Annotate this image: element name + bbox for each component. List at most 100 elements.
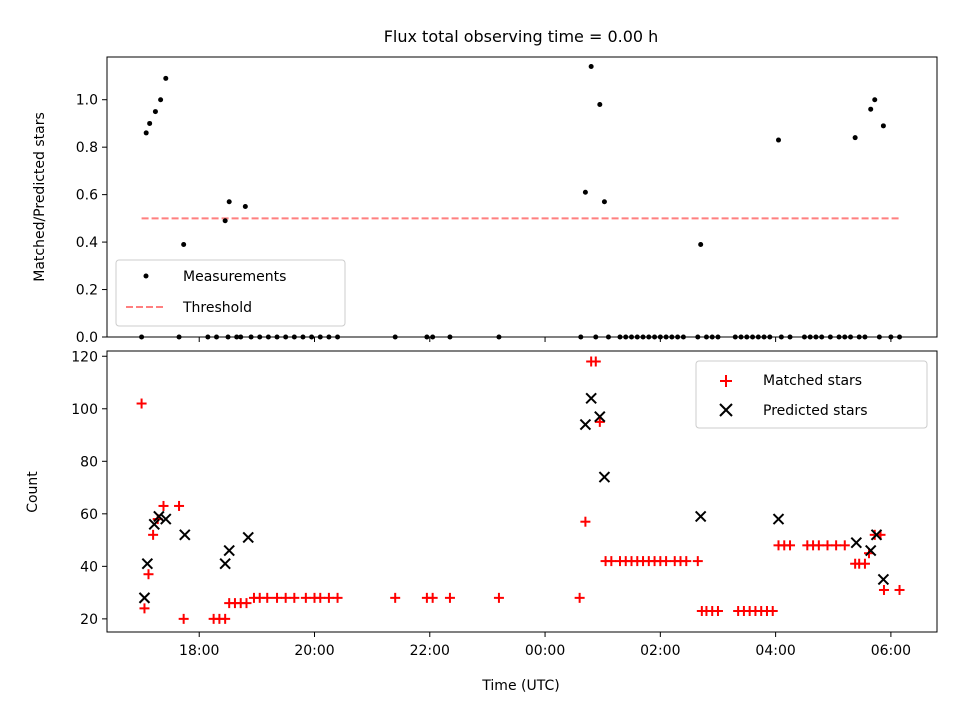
bottom-xtick-label: 18:00 [179, 643, 219, 659]
top-ytick-label: 0.2 [76, 283, 98, 299]
top-axes-frame [106, 56, 938, 338]
predicted-star-point [160, 513, 172, 525]
measurement-point [222, 218, 228, 224]
matched-star-point [590, 356, 601, 367]
measurement-point [629, 334, 635, 340]
measurement-point [158, 97, 164, 103]
legend-threshold-label: Threshold [182, 300, 252, 316]
matched-star-point [136, 398, 147, 409]
matched-star-point [661, 556, 672, 567]
matched-star-point [427, 592, 438, 603]
predicted-star-point [694, 510, 707, 523]
matched-star-point [878, 584, 889, 595]
bottom-ytick-label: 40 [80, 559, 98, 575]
matched-star-point [606, 556, 617, 567]
top-y-axis: 0.0 0.2 0.4 0.6 0.8 1.0 [76, 93, 107, 346]
measurement-point [862, 334, 868, 340]
matched-star-point [220, 613, 231, 624]
measurement-point [143, 130, 149, 136]
measurement-point [872, 97, 878, 103]
matched-star-point [143, 569, 154, 580]
predicted-star-point [242, 531, 254, 544]
measurement-point [597, 101, 603, 107]
matched-star-point [692, 556, 703, 567]
top-ytick-label: 0.4 [76, 235, 98, 251]
measurement-point [176, 334, 182, 340]
measurement-point [496, 334, 502, 340]
bottom-ytick-label: 100 [71, 402, 98, 418]
measurement-point [578, 334, 584, 340]
predicted-star-point [870, 529, 883, 541]
predicted-star-point [141, 558, 154, 570]
matched-star-point [574, 592, 585, 603]
measurement-point [640, 334, 646, 340]
measurement-point [767, 334, 773, 340]
matched-star-point [859, 558, 870, 569]
legend-predicted-label: Predicted stars [763, 403, 868, 419]
matched-star-point [139, 603, 150, 614]
bottom-x-axis-label: Time (UTC) [481, 678, 559, 694]
measurement-point [617, 334, 623, 340]
matched-star-point [390, 592, 401, 603]
bottom-y-axis-label: Count [25, 471, 41, 513]
top-legend: Measurements Threshold [115, 259, 346, 327]
bottom-ytick-label: 120 [71, 349, 98, 365]
matched-star-point [158, 500, 169, 511]
bottom-ytick-label: 60 [80, 507, 98, 523]
bottom-axes-frame [106, 350, 938, 633]
matched-star-point [767, 605, 778, 616]
bottom-y-axis: 20 40 60 80 100 120 [71, 349, 107, 628]
measurement-point [634, 334, 640, 340]
bottom-ytick-label: 20 [80, 612, 98, 628]
measurement-point [248, 334, 254, 340]
predicted-star-point [865, 544, 877, 557]
measurement-point [335, 334, 341, 340]
bottom-xtick-label: 20:00 [294, 643, 334, 659]
measurement-point [778, 334, 784, 340]
top-y-axis-label: Matched/Predicted stars [32, 112, 48, 282]
predicted-star-point [223, 544, 235, 557]
measurement-point [265, 334, 271, 340]
predicted-star-point [148, 518, 160, 531]
measurement-point [652, 334, 658, 340]
measurement-point [205, 334, 211, 340]
measurement-point [807, 334, 813, 340]
measurement-point [787, 334, 793, 340]
legend-measurements-label: Measurements [183, 269, 286, 285]
matched-star-point [813, 540, 824, 551]
top-ytick-label: 0.0 [76, 330, 98, 346]
measurement-point [424, 334, 430, 340]
measurement-point [715, 334, 721, 340]
matched-star-point [315, 592, 326, 603]
measurement-point [147, 120, 153, 126]
bottom-xtick-label: 00:00 [525, 643, 565, 659]
predicted-star-point [179, 529, 191, 541]
predicted-star-point [772, 513, 785, 525]
measurement-point [669, 334, 675, 340]
measurement-point [750, 334, 756, 340]
predicted-stars-points [138, 392, 890, 604]
measurement-point [848, 334, 854, 340]
measurement-point [709, 334, 715, 340]
matched-star-point [323, 592, 334, 603]
measurement-point [836, 334, 842, 340]
measurement-point [695, 334, 701, 340]
predicted-star-point [219, 558, 231, 570]
measurement-point [680, 334, 686, 340]
matched-star-point [178, 613, 189, 624]
measurement-point [880, 123, 886, 129]
measurement-point [657, 334, 663, 340]
matched-star-point [241, 598, 252, 609]
measurement-point [868, 106, 874, 112]
measurement-point [300, 334, 306, 340]
measurement-point [801, 334, 807, 340]
bottom-legend-box [695, 360, 928, 429]
measurement-point [274, 334, 280, 340]
measurement-point [623, 334, 629, 340]
bottom-xtick-label: 06:00 [871, 643, 911, 659]
bottom-legend: Matched stars Predicted stars [695, 360, 928, 429]
measurement-point [139, 334, 145, 340]
bottom-xtick-label: 22:00 [410, 643, 450, 659]
measurement-point [744, 334, 750, 340]
legend-matched-marker [720, 375, 732, 387]
